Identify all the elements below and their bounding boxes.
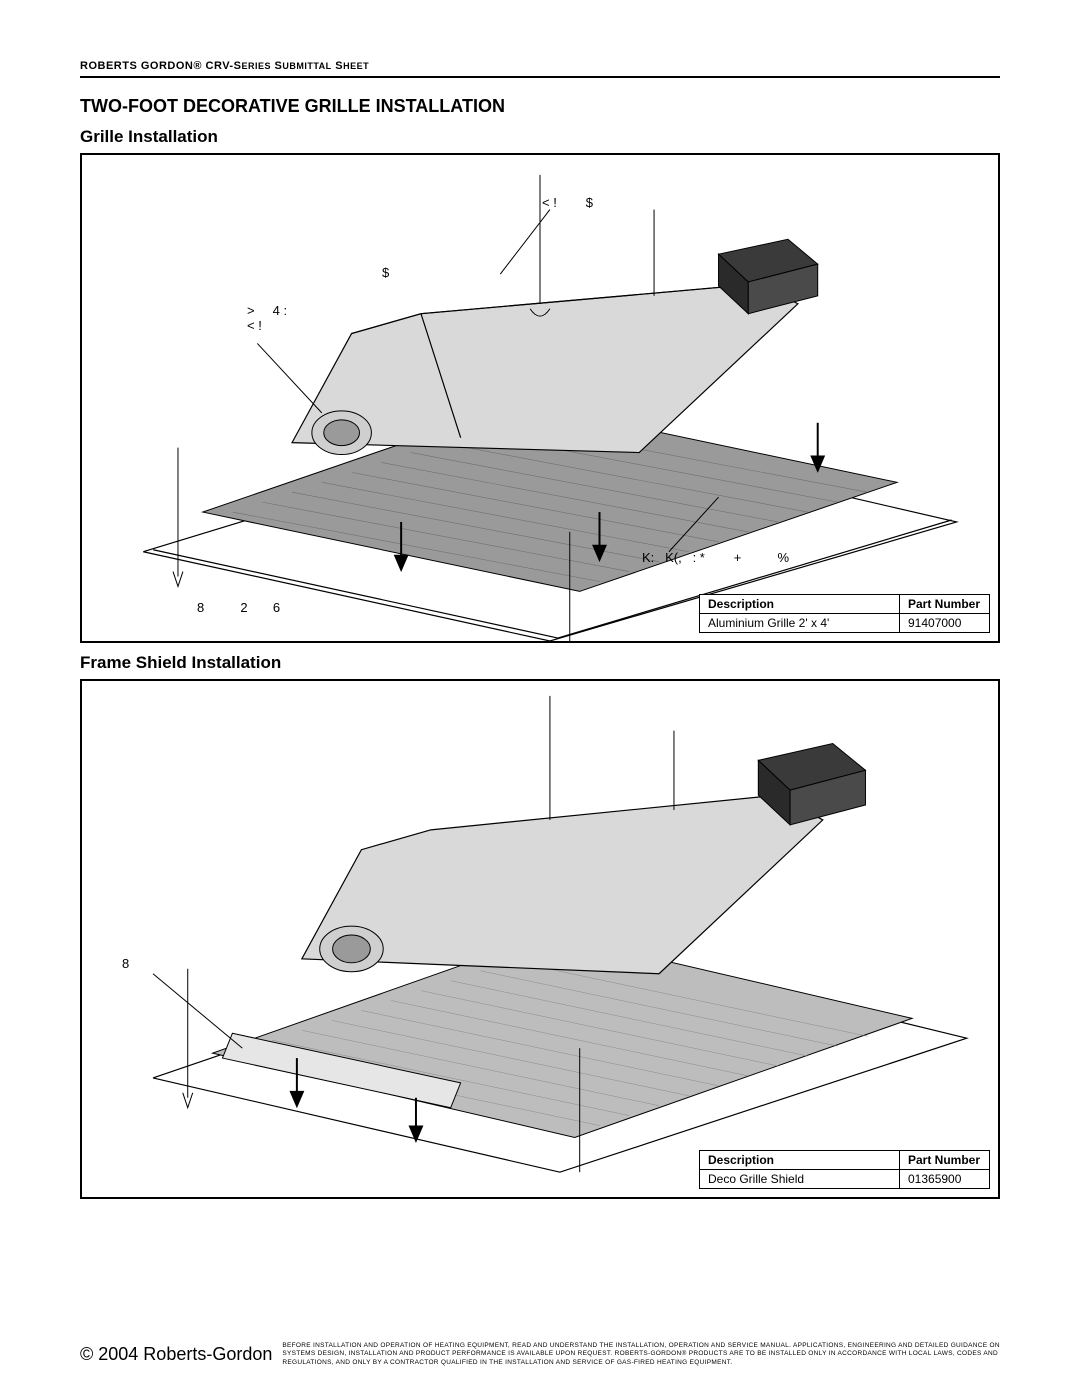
td-description: Deco Grille Shield [700, 1170, 900, 1189]
table-header-row: Description Part Number [700, 595, 990, 614]
fig1-label-5: K: K(, : * + % [642, 550, 789, 565]
section-title-2: Frame Shield Installation [80, 653, 1000, 673]
fig1-label-4: < ! [247, 318, 262, 333]
fig1-label-1: < ! $ [542, 195, 593, 210]
header-doc: S [271, 60, 282, 72]
table-header-row: Description Part Number [700, 1151, 990, 1170]
disclaimer: BEFORE INSTALLATION AND OPERATION OF HEA… [282, 1342, 1000, 1367]
th-partnumber: Part Number [900, 1151, 990, 1170]
section-title-1: Grille Installation [80, 127, 1000, 147]
page-footer: © 2004 Roberts-Gordon BEFORE INSTALLATIO… [80, 1342, 1000, 1367]
fig1-label-2: $ [382, 265, 389, 280]
doc-header: ROBERTS GORDON® CRV-SERIES SUBMITTAL SHE… [80, 60, 1000, 78]
fig1-parts-table: Description Part Number Aluminium Grille… [699, 594, 990, 633]
header-series: CRV-S [202, 60, 241, 72]
header-series-sm: ERIES [241, 61, 271, 71]
header-doc-sm: UBMITTAL [282, 61, 331, 71]
fig2-label-1: 8 [122, 956, 129, 971]
th-description: Description [700, 1151, 900, 1170]
header-doc2-sm: HEET [343, 61, 369, 71]
td-partnumber: 91407000 [900, 614, 990, 633]
grille-illustration [82, 155, 998, 641]
td-partnumber: 01365900 [900, 1170, 990, 1189]
figure-grille-installation: < ! $ $ > 4 : < ! K: K(, : * + % 8 2 6 D… [80, 153, 1000, 643]
header-doc2: S [332, 60, 343, 72]
fig1-label-3: > 4 : [247, 303, 287, 318]
table-row: Aluminium Grille 2' x 4' 91407000 [700, 614, 990, 633]
copyright: © 2004 Roberts-Gordon [80, 1342, 272, 1365]
fig1-label-6: 8 2 6 [197, 600, 280, 615]
page-title: TWO-FOOT DECORATIVE GRILLE INSTALLATION [80, 96, 1000, 117]
frame-shield-illustration [82, 681, 998, 1197]
th-description: Description [700, 595, 900, 614]
td-description: Aluminium Grille 2' x 4' [700, 614, 900, 633]
header-reg: ® [193, 60, 202, 72]
header-brand: ROBERTS GORDON [80, 60, 193, 72]
th-partnumber: Part Number [900, 595, 990, 614]
figure-frame-shield-installation: 8 Description Part Number Deco Grille Sh… [80, 679, 1000, 1199]
table-row: Deco Grille Shield 01365900 [700, 1170, 990, 1189]
fig2-parts-table: Description Part Number Deco Grille Shie… [699, 1150, 990, 1189]
